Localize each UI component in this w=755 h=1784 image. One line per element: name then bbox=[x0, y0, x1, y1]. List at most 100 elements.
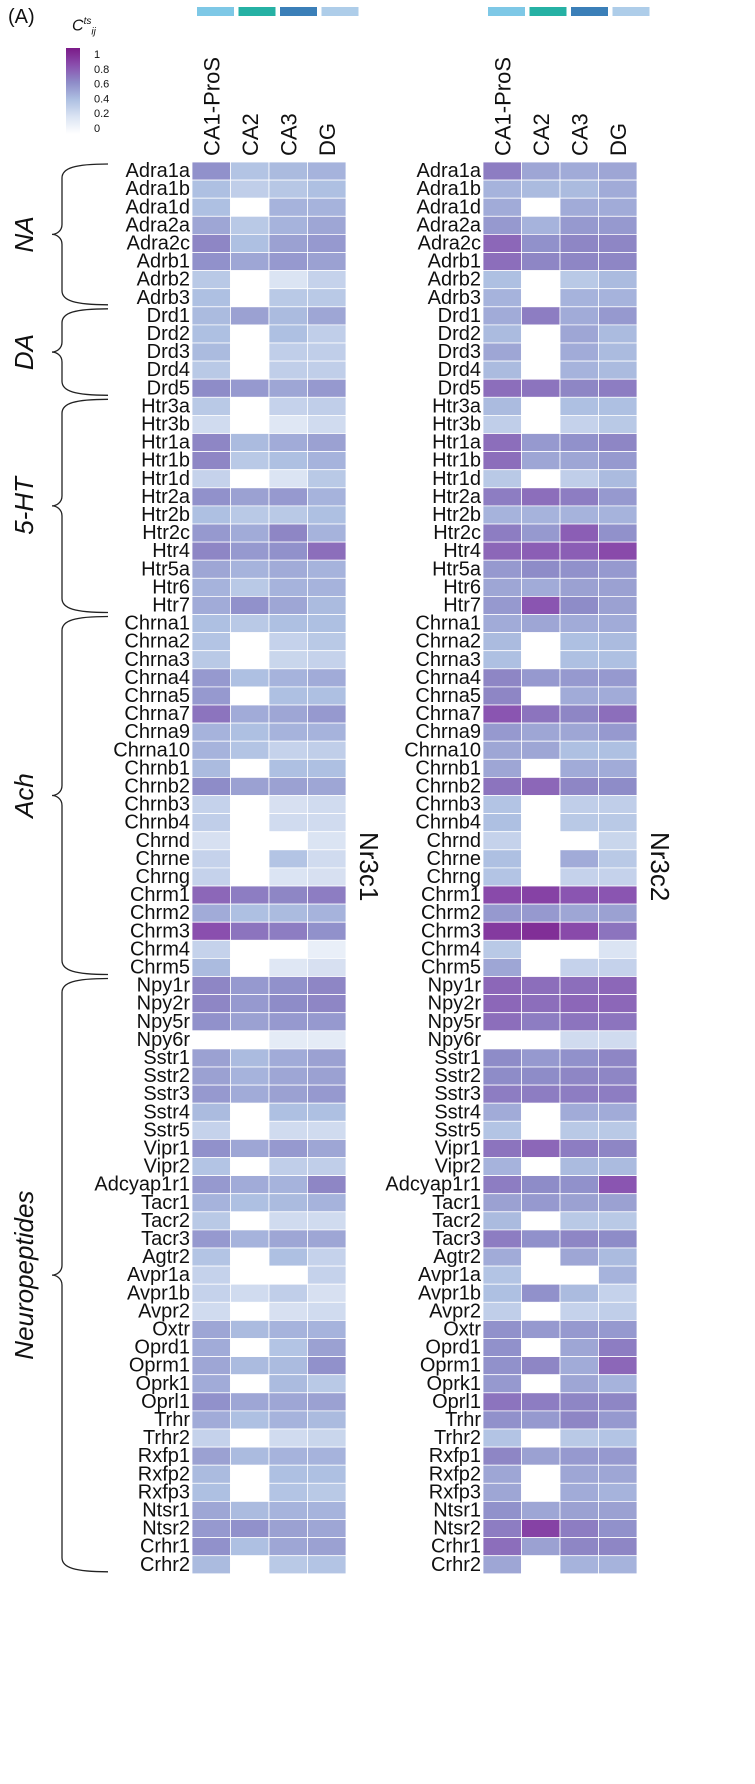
heatmap-cell bbox=[268, 740, 308, 760]
heatmap-cell bbox=[482, 1120, 522, 1140]
row-label: Tacr3 bbox=[141, 1228, 190, 1250]
heatmap-cell bbox=[230, 758, 270, 778]
heatmap-cell bbox=[191, 324, 231, 344]
row-label: Htr6 bbox=[152, 576, 190, 598]
row-label: Chrnb1 bbox=[124, 757, 190, 779]
row-label: Oprl1 bbox=[141, 1391, 190, 1413]
heatmap-cell bbox=[191, 632, 231, 652]
heatmap-cell bbox=[230, 795, 270, 815]
heatmap-cell bbox=[307, 668, 347, 688]
heatmap-cell bbox=[521, 197, 561, 217]
row-label: Tacr3 bbox=[432, 1228, 481, 1250]
heatmap-cell bbox=[307, 161, 347, 181]
heatmap-cell bbox=[559, 1446, 599, 1466]
heatmap-cell bbox=[191, 994, 231, 1014]
heatmap-cell bbox=[482, 1501, 522, 1520]
colorbar-tick-label: 0 bbox=[94, 123, 100, 135]
heatmap-cell bbox=[482, 668, 522, 688]
heatmap-cell bbox=[559, 197, 599, 217]
row-label: Chrna3 bbox=[415, 649, 481, 671]
row-label: Ntsr2 bbox=[142, 1518, 190, 1540]
heatmap-cell bbox=[482, 1537, 522, 1557]
heatmap-cell bbox=[521, 1012, 561, 1032]
heatmap-cell bbox=[598, 215, 638, 235]
heatmap-cell bbox=[191, 1247, 231, 1267]
row-label: Vipr1 bbox=[435, 1138, 481, 1160]
heatmap-cell bbox=[559, 161, 599, 181]
colorbar-tick-label: 0.6 bbox=[94, 79, 109, 91]
heatmap-cell bbox=[307, 288, 347, 308]
heatmap-cell bbox=[230, 414, 270, 434]
row-label: Sstr1 bbox=[434, 1047, 481, 1069]
row-label: Oprm1 bbox=[420, 1355, 481, 1377]
heatmap-cell bbox=[482, 342, 522, 362]
heatmap-cell bbox=[521, 1193, 561, 1213]
heatmap-cell bbox=[268, 1102, 308, 1122]
heatmap-cell bbox=[307, 614, 347, 634]
heatmap-cell bbox=[268, 1048, 308, 1068]
heatmap-cell bbox=[521, 994, 561, 1014]
heatmap-cell bbox=[482, 161, 522, 181]
heatmap-cell bbox=[521, 1102, 561, 1122]
heatmap-cell bbox=[559, 1537, 599, 1557]
heatmap-cell bbox=[268, 306, 308, 326]
heatmap-cell bbox=[268, 1464, 308, 1484]
heatmap-cell bbox=[521, 541, 561, 561]
row-label: Htr4 bbox=[443, 540, 481, 562]
heatmap-cell bbox=[268, 1338, 308, 1358]
group-brace bbox=[51, 308, 109, 396]
row-label: Htr1b bbox=[141, 450, 190, 472]
heatmap-cell bbox=[191, 505, 231, 525]
heatmap-cell bbox=[559, 849, 599, 869]
heatmap-cell bbox=[191, 650, 231, 670]
heatmap-cell bbox=[307, 650, 347, 670]
heatmap-cell bbox=[268, 1482, 308, 1502]
heatmap-cell bbox=[559, 1175, 599, 1195]
heatmap-cell bbox=[598, 252, 638, 272]
heatmap-cell bbox=[230, 722, 270, 742]
row-label: Chrna4 bbox=[124, 667, 190, 689]
heatmap-cell bbox=[230, 469, 270, 489]
heatmap-cell bbox=[191, 777, 231, 796]
column-color-bar bbox=[612, 7, 650, 16]
heatmap-cell bbox=[191, 233, 231, 253]
heatmap-cell bbox=[230, 161, 270, 181]
heatmap-cell bbox=[268, 795, 308, 815]
colorbar-tick-label: 0.8 bbox=[94, 64, 109, 76]
row-label: Htr3b bbox=[432, 414, 481, 436]
heatmap-cell bbox=[268, 1501, 308, 1520]
heatmap-cell bbox=[307, 1374, 347, 1394]
heatmap-cell bbox=[268, 994, 308, 1014]
heatmap-cell bbox=[598, 1356, 638, 1376]
heatmap-cell bbox=[268, 487, 308, 507]
heatmap-cell bbox=[268, 288, 308, 308]
row-label: Rxfp1 bbox=[429, 1445, 481, 1467]
heatmap-cell bbox=[598, 1157, 638, 1177]
heatmap-cell bbox=[598, 161, 638, 181]
heatmap-cell bbox=[268, 813, 308, 833]
heatmap-cell bbox=[307, 831, 347, 851]
heatmap-cell bbox=[307, 1229, 347, 1249]
heatmap-cell bbox=[307, 1193, 347, 1213]
column-color-bar bbox=[571, 7, 608, 16]
row-label: Oxtr bbox=[152, 1319, 190, 1341]
heatmap-cell bbox=[307, 1048, 347, 1068]
heatmap-cell bbox=[598, 342, 638, 362]
heatmap-cell bbox=[482, 1157, 522, 1177]
heatmap-cell bbox=[482, 1392, 522, 1412]
row-label: Crhr1 bbox=[431, 1536, 481, 1558]
heatmap-cell bbox=[598, 849, 638, 869]
heatmap-cell bbox=[482, 523, 522, 543]
heatmap-cell bbox=[307, 1320, 347, 1339]
heatmap-cell bbox=[598, 1030, 638, 1050]
heatmap-cell bbox=[191, 921, 231, 941]
heatmap-cell bbox=[598, 505, 638, 525]
group-label: NA bbox=[9, 216, 39, 252]
heatmap-cell bbox=[268, 360, 308, 380]
row-label: Chrm1 bbox=[421, 884, 481, 906]
heatmap-cell bbox=[230, 1084, 270, 1104]
heatmap-cell bbox=[482, 1320, 522, 1339]
heatmap-cell bbox=[307, 795, 347, 815]
heatmap-cell bbox=[598, 939, 638, 959]
heatmap-cell bbox=[559, 614, 599, 634]
